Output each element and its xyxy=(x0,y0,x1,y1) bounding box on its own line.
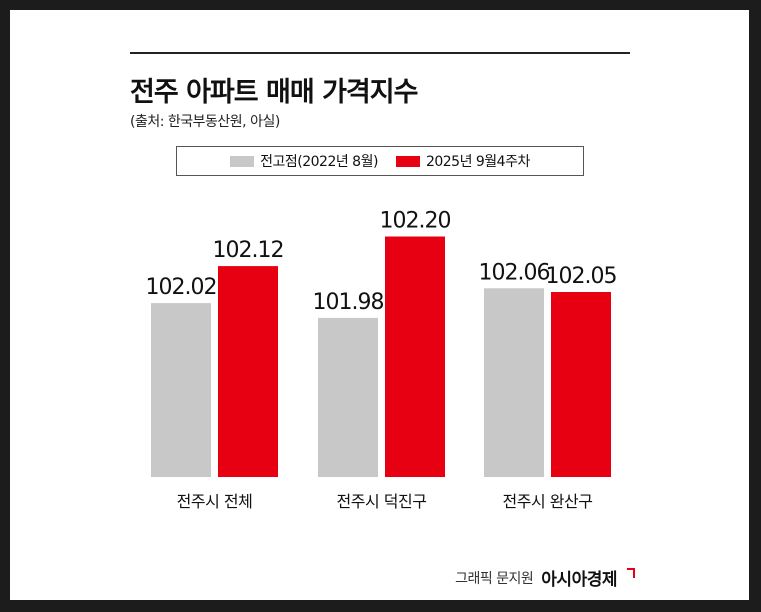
category-label-0: 전주시 전체 xyxy=(177,492,253,511)
bar-current-2 xyxy=(551,292,611,477)
bar-current-1 xyxy=(385,236,445,477)
bar-current-0 xyxy=(218,266,278,477)
legend-swatch-peak xyxy=(230,155,255,167)
category-label-1: 전주시 덕진구 xyxy=(337,492,427,511)
legend-label-current: 2025년 9월4주차 xyxy=(425,154,530,170)
category-label-2: 전주시 완산구 xyxy=(503,492,593,511)
value-label-peak-1: 101.98 xyxy=(313,290,384,315)
legend-swatch-current xyxy=(395,155,420,167)
bar-peak-0 xyxy=(151,303,211,477)
top-rule xyxy=(130,52,630,54)
value-label-peak-2: 102.06 xyxy=(479,260,550,285)
value-label-current-2: 102.05 xyxy=(546,264,617,289)
bar-peak-2 xyxy=(484,288,544,477)
value-label-current-1: 102.20 xyxy=(380,209,451,234)
credit-graphic: 그래픽 문지원 xyxy=(455,570,534,587)
chart-source: (출처: 한국부동산원, 아실) xyxy=(130,114,280,130)
value-label-current-0: 102.12 xyxy=(213,238,284,263)
bar-peak-1 xyxy=(318,317,378,477)
value-label-peak-0: 102.02 xyxy=(146,275,217,300)
credit: 그래픽 문지원 아시아경제 xyxy=(455,565,635,590)
brand-logo: 아시아경제 xyxy=(541,570,617,590)
chart-title: 전주 아파트 매매 가격지수 xyxy=(130,77,418,108)
legend-item-current: 2025년 9월4주차 xyxy=(395,151,530,171)
brand-mark-icon xyxy=(627,567,635,578)
legend-item-peak: 전고점(2022년 8월) xyxy=(230,151,378,171)
bar-chart: 102.02 102.12 전주시 전체 101.98 102.20 전주시 덕진구 102… xyxy=(146,209,618,512)
chart-card: 전주 아파트 매매 가격지수 (출처: 한국부동산원, 아실) 전고점(2022… xyxy=(10,10,749,600)
legend: 전고점(2022년 8월) 2025년 9월4주차 xyxy=(176,146,584,176)
legend-label-peak: 전고점(2022년 8월) xyxy=(260,154,378,170)
